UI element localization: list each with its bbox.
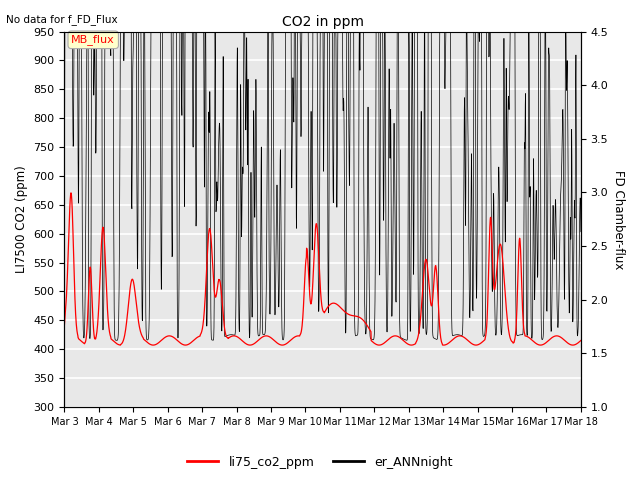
Text: MB_flux: MB_flux [71, 35, 115, 45]
Y-axis label: LI7500 CO2 (ppm): LI7500 CO2 (ppm) [15, 165, 28, 273]
Legend: li75_co2_ppm, er_ANNnight: li75_co2_ppm, er_ANNnight [182, 451, 458, 474]
Y-axis label: FD Chamber-flux: FD Chamber-flux [612, 169, 625, 269]
Text: No data for f_FD_Flux: No data for f_FD_Flux [6, 14, 118, 25]
Title: CO2 in ppm: CO2 in ppm [282, 15, 364, 29]
